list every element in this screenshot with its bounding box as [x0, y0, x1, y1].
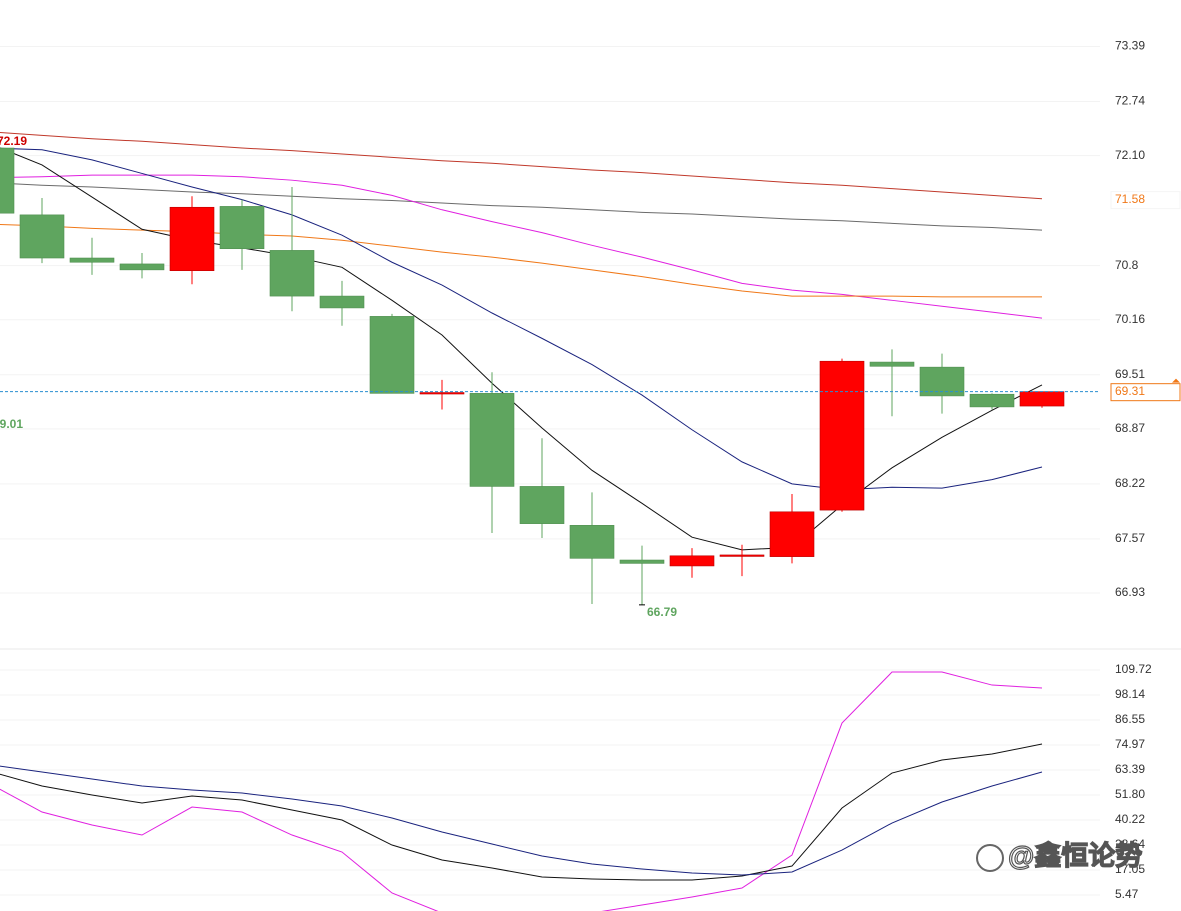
- candle-body: [919, 366, 965, 397]
- low-label: 66.79: [647, 605, 677, 619]
- y-tick-label: 70.16: [1115, 312, 1145, 326]
- candle-body: [769, 511, 815, 557]
- candle-body: [619, 559, 665, 564]
- candle-body: [219, 206, 265, 250]
- y-tick-label: 67.57: [1115, 531, 1145, 545]
- line-series: [0, 147, 1043, 551]
- main-panel: 72.19 66.79 69.01: [0, 46, 1100, 619]
- line-series: [0, 743, 1043, 881]
- high-label: 72.19: [0, 134, 27, 148]
- candle-body: [269, 250, 315, 297]
- marker-label: 71.58: [1115, 192, 1145, 206]
- line-series: [0, 174, 1043, 319]
- y-tick-label: 69.51: [1115, 367, 1145, 381]
- y-tick-label: 66.93: [1115, 585, 1145, 599]
- line-series: [0, 182, 1043, 231]
- candle-body: [969, 393, 1015, 408]
- candle-body: [519, 486, 565, 524]
- candle-body: [1019, 391, 1065, 407]
- y-tick-label: 86.55: [1115, 712, 1145, 726]
- line-series: [0, 147, 1043, 491]
- line-series: [0, 765, 1043, 876]
- candle-body: [169, 206, 215, 272]
- line-series: [0, 223, 1042, 298]
- y-tick-label: 63.39: [1115, 762, 1145, 776]
- candle-body: [869, 361, 915, 367]
- y-tick-label: 28.64: [1115, 837, 1145, 851]
- y-tick-label: 73.39: [1115, 39, 1145, 53]
- candle-body: [369, 316, 415, 394]
- y-tick-label: 68.87: [1115, 421, 1145, 435]
- line-series: [0, 671, 1043, 911]
- y-tick-label: 72.74: [1115, 94, 1145, 108]
- watermark: @鑫恒论势: [976, 840, 1143, 872]
- y-tick-label: 74.97: [1115, 737, 1145, 751]
- candle-body: [469, 393, 515, 487]
- y-tick-label: 68.22: [1115, 476, 1145, 490]
- candle-body: [569, 525, 615, 559]
- y-tick-label: 51.80: [1115, 787, 1145, 801]
- candle-body: [669, 555, 715, 567]
- watermark-logo: [976, 844, 1004, 872]
- y-tick-label: 70.8: [1115, 258, 1139, 272]
- y-tick-label: 98.14: [1115, 687, 1145, 701]
- y-tick-label: 109.72: [1115, 662, 1152, 676]
- candle-body: [19, 214, 65, 259]
- y-tick-label: 17.05: [1115, 862, 1145, 876]
- line-series: [0, 132, 1043, 200]
- watermark-text: @鑫恒论势: [1008, 840, 1142, 871]
- price-arrow: [1172, 378, 1180, 383]
- price-label-box: [1110, 383, 1181, 402]
- candle-body: [319, 295, 365, 309]
- indicator-panel: [0, 669, 1100, 911]
- candle-body: [419, 392, 465, 395]
- marker-box: [1110, 191, 1181, 210]
- y-tick-label: 72.10: [1115, 148, 1145, 162]
- price-label: 69.31: [1115, 384, 1145, 398]
- axes: 66.93 67.57 68.22 68.87 69.51 70.16 70.8 72.10 7…: [1110, 39, 1181, 901]
- left-label: 69.01: [0, 417, 23, 431]
- candle-body: [69, 257, 115, 263]
- candle-body: [0, 147, 15, 214]
- candle-body: [819, 360, 865, 511]
- y-tick-label: 40.22: [1115, 812, 1145, 826]
- candle-body: [719, 554, 765, 557]
- y-tick-label: 5.47: [1115, 887, 1139, 901]
- candle-body: [119, 263, 165, 271]
